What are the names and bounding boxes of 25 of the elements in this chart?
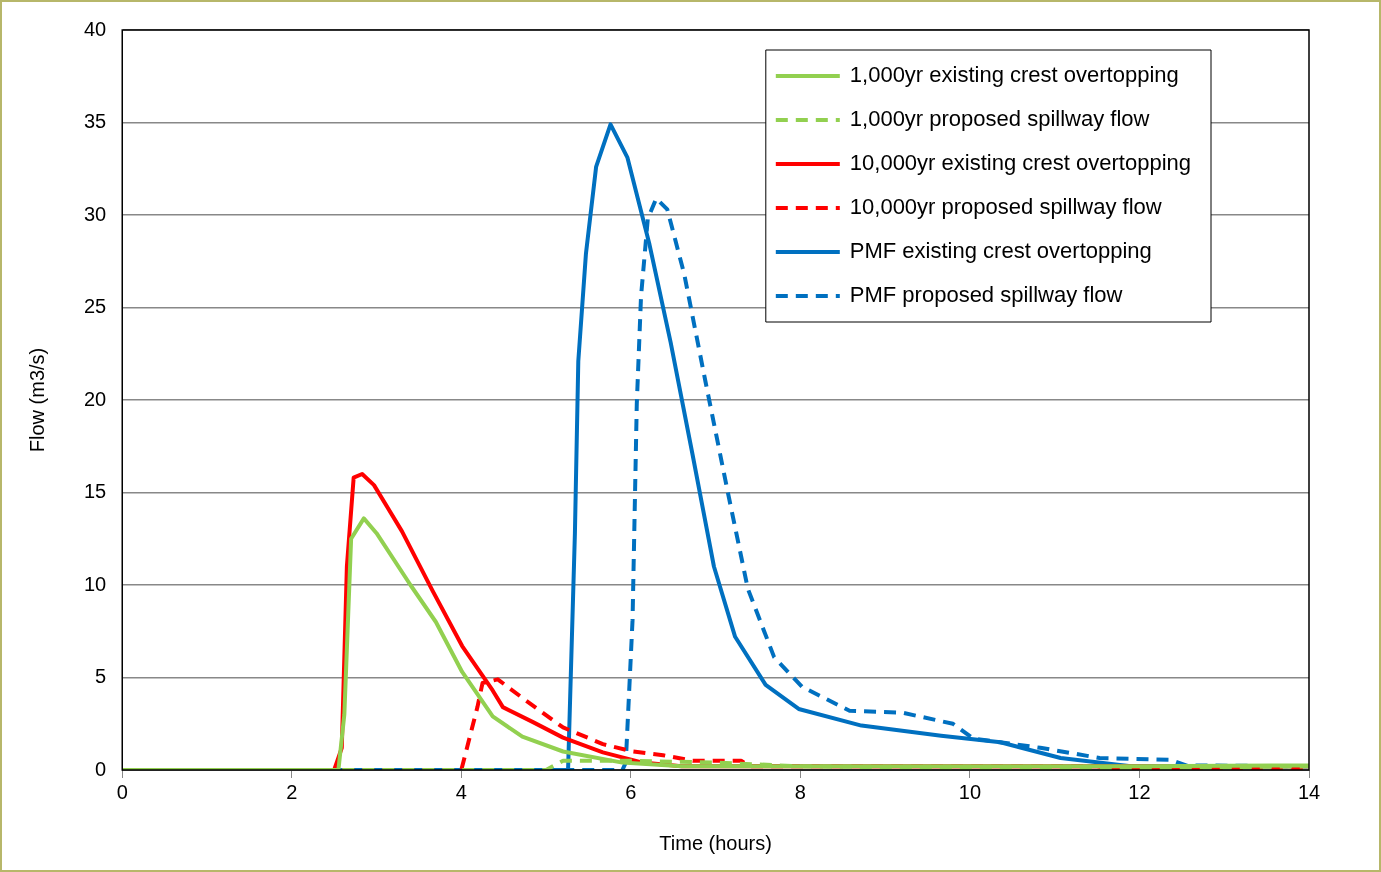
legend-label: PMF proposed spillway flow	[849, 282, 1123, 308]
y-tick-label: 10	[84, 572, 107, 595]
x-tick-label: 14	[1297, 780, 1321, 803]
legend-label: 1,000yr proposed spillway flow	[849, 106, 1150, 132]
legend-label: 10,000yr proposed spillway flow	[849, 194, 1162, 220]
x-tick-label: 4	[455, 780, 467, 803]
y-tick-label: 40	[84, 17, 107, 40]
x-axis-title: Time (hours)	[659, 831, 772, 854]
legend-label: PMF existing crest overtopping	[849, 238, 1152, 264]
y-tick-label: 25	[84, 295, 107, 318]
x-tick-label: 6	[625, 780, 637, 803]
x-tick-label: 10	[958, 780, 982, 803]
legend-label: 10,000yr existing crest overtopping	[849, 150, 1192, 176]
x-tick-label: 2	[286, 780, 298, 803]
x-tick-label: 12	[1128, 780, 1151, 803]
y-axis-title: Flow (m3/s)	[25, 347, 48, 453]
y-tick-label: 15	[84, 480, 107, 503]
x-tick-label: 8	[794, 780, 806, 803]
y-tick-label: 20	[84, 387, 107, 410]
y-tick-label: 35	[84, 110, 107, 133]
y-tick-label: 5	[95, 665, 107, 688]
x-tick-label: 0	[116, 780, 128, 803]
y-tick-label: 30	[84, 202, 107, 225]
y-tick-label: 0	[95, 757, 107, 780]
legend-label: 1,000yr existing crest overtopping	[849, 62, 1179, 88]
